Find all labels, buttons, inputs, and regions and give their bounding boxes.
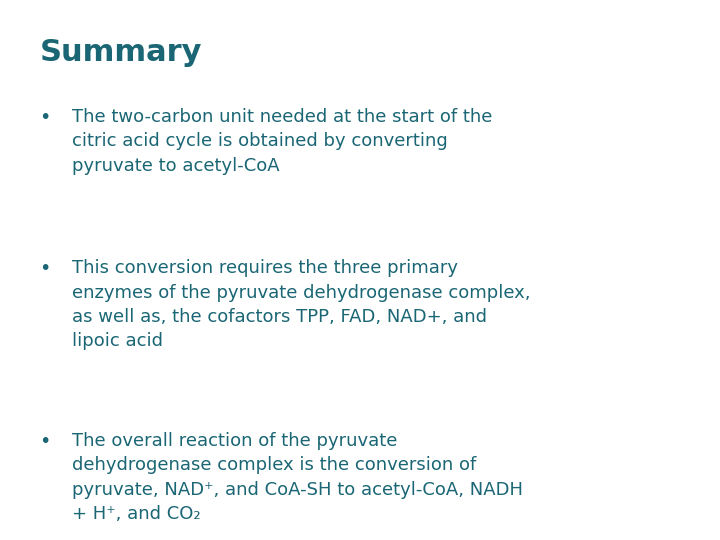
Text: •: • (40, 432, 51, 451)
Text: Summary: Summary (40, 38, 202, 67)
Text: •: • (40, 108, 51, 127)
Text: The overall reaction of the pyruvate
dehydrogenase complex is the conversion of
: The overall reaction of the pyruvate deh… (72, 432, 523, 523)
Text: •: • (40, 259, 51, 278)
Text: This conversion requires the three primary
enzymes of the pyruvate dehydrogenase: This conversion requires the three prima… (72, 259, 531, 350)
Text: The two-carbon unit needed at the start of the
citric acid cycle is obtained by : The two-carbon unit needed at the start … (72, 108, 492, 174)
